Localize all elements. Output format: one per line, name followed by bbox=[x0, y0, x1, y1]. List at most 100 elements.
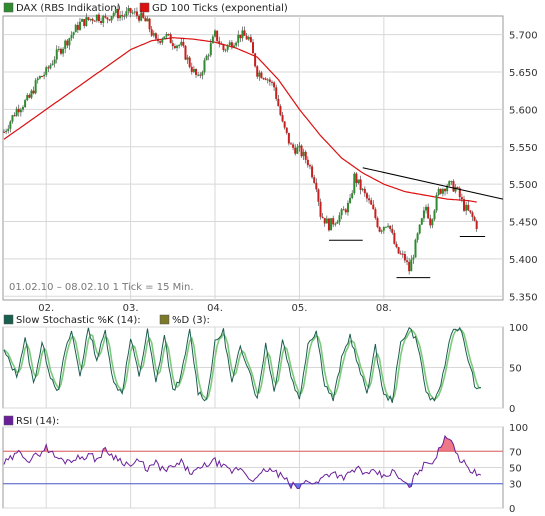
candle-body bbox=[306, 159, 309, 166]
candle-body bbox=[188, 57, 191, 67]
candle-body bbox=[55, 49, 58, 60]
candle-body bbox=[142, 12, 145, 18]
candle-body bbox=[131, 12, 134, 14]
candle-body bbox=[387, 225, 390, 227]
candle-body bbox=[159, 41, 162, 43]
candle-body bbox=[197, 74, 200, 76]
price-grid bbox=[3, 16, 503, 300]
candle-body bbox=[34, 80, 37, 94]
candle-body bbox=[425, 206, 428, 211]
candle-body bbox=[332, 218, 335, 225]
candle-body bbox=[230, 42, 233, 48]
rsi-y-axis: 100 70 50 30 0 bbox=[509, 423, 528, 515]
candle-body bbox=[452, 181, 455, 192]
price-y-tick-3: 5.550 bbox=[509, 143, 538, 154]
candle-body bbox=[68, 38, 71, 46]
candle-body bbox=[266, 79, 269, 81]
candle-body bbox=[346, 202, 349, 213]
candle-body bbox=[97, 14, 100, 22]
candle-body bbox=[237, 34, 240, 43]
candle-body bbox=[211, 36, 214, 44]
rsi-line bbox=[3, 434, 482, 490]
candle-body bbox=[133, 11, 136, 13]
candle-body bbox=[446, 185, 449, 192]
rsi-legend-label: RSI (14): bbox=[16, 416, 59, 427]
price-y-tick-0: 5.700 bbox=[509, 31, 538, 42]
candle-body bbox=[422, 210, 425, 219]
candle-body bbox=[24, 100, 27, 108]
candle-body bbox=[279, 106, 282, 116]
candle-body bbox=[127, 8, 130, 12]
stoch-y-tick-0: 100 bbox=[509, 323, 528, 334]
candle-body bbox=[336, 222, 339, 224]
candle-body bbox=[165, 34, 168, 37]
candle-body bbox=[72, 32, 75, 36]
candle-body bbox=[209, 43, 212, 56]
candle-body bbox=[119, 15, 122, 19]
candle-body bbox=[338, 215, 341, 223]
candle-body bbox=[292, 144, 295, 148]
candle-body bbox=[372, 204, 375, 210]
candle-body bbox=[19, 109, 22, 113]
candle-body bbox=[226, 45, 229, 50]
candle-body bbox=[45, 67, 48, 75]
price-y-tick-6: 5.400 bbox=[509, 255, 538, 266]
candle-body bbox=[361, 188, 364, 190]
candle-body bbox=[9, 121, 12, 129]
candle-body bbox=[296, 147, 299, 154]
candle-body bbox=[456, 187, 459, 189]
rsi-y-tick-0: 100 bbox=[509, 423, 528, 434]
candle-body bbox=[214, 30, 217, 37]
candle-body bbox=[186, 57, 189, 60]
candle-body bbox=[254, 53, 257, 67]
price-y-tick-4: 5.500 bbox=[509, 180, 538, 191]
candle-body bbox=[26, 94, 29, 101]
candle-body bbox=[233, 45, 236, 48]
candle-body bbox=[437, 188, 440, 195]
candle-body bbox=[182, 41, 185, 46]
candle-body bbox=[224, 49, 227, 51]
candle-body bbox=[114, 8, 117, 13]
candle-body bbox=[475, 220, 478, 230]
candle-body bbox=[448, 181, 451, 186]
price-legend-swatch-dax bbox=[3, 2, 14, 13]
candle-body bbox=[397, 247, 400, 254]
candle-body bbox=[161, 39, 164, 43]
candle-body bbox=[146, 18, 149, 22]
candle-body bbox=[176, 45, 179, 49]
candle-body bbox=[43, 74, 46, 77]
stoch-k-line bbox=[3, 326, 482, 403]
candle-body bbox=[439, 188, 442, 194]
price-legend-swatch-ma bbox=[139, 2, 150, 13]
candle-body bbox=[59, 48, 62, 54]
stoch-legend-swatch-k bbox=[3, 314, 14, 325]
candle-body bbox=[154, 33, 157, 39]
candle-body bbox=[190, 66, 193, 72]
candle-body bbox=[313, 177, 316, 183]
candle-body bbox=[327, 218, 330, 231]
candle-body bbox=[11, 115, 14, 122]
candle-body bbox=[203, 60, 206, 73]
candle-body bbox=[294, 147, 297, 154]
stochastic-panel: Slow Stochastic %K (14): %D (3): 100 50 0 bbox=[2, 314, 528, 415]
candle-body bbox=[148, 18, 151, 30]
candle-body bbox=[76, 24, 79, 30]
candle-body bbox=[376, 218, 379, 228]
candle-body bbox=[241, 30, 244, 39]
price-y-tick-7: 5.350 bbox=[509, 292, 538, 303]
candle-body bbox=[228, 42, 231, 46]
candle-body bbox=[89, 18, 92, 20]
candle-body bbox=[382, 226, 385, 231]
candle-body bbox=[85, 17, 88, 26]
x-tick-1: 03. bbox=[123, 303, 139, 314]
candle-body bbox=[100, 21, 103, 24]
candle-body bbox=[289, 143, 292, 145]
candle-body bbox=[370, 200, 373, 205]
candle-body bbox=[247, 37, 250, 40]
stochastic-grid bbox=[3, 326, 503, 409]
price-y-tick-5: 5.450 bbox=[509, 218, 538, 229]
rsi-path bbox=[3, 434, 482, 490]
stoch-y-tick-2: 0 bbox=[509, 404, 515, 415]
candle-body bbox=[389, 225, 392, 229]
x-tick-3: 05. bbox=[291, 303, 307, 314]
